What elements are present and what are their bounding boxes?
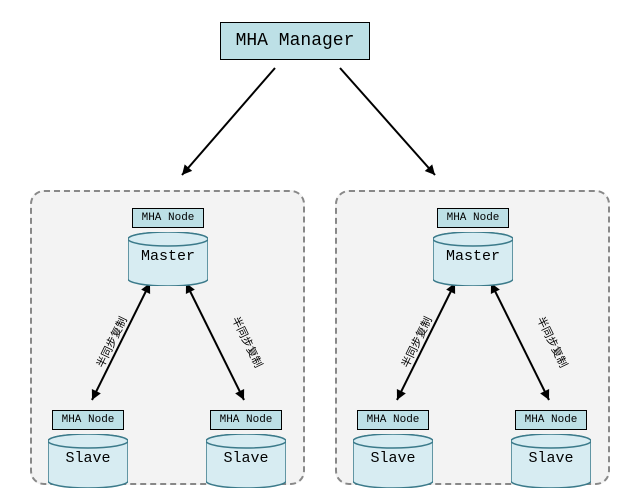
master-cylinder-label: Master bbox=[433, 248, 513, 265]
slave-cylinder: Slave bbox=[511, 434, 591, 481]
mha-node-badge: MHA Node bbox=[52, 410, 124, 430]
mha-node-badge: MHA Node bbox=[437, 208, 509, 228]
mha-manager-box: MHA Manager bbox=[220, 22, 370, 60]
slave-cylinder: Slave bbox=[48, 434, 128, 481]
master-cylinder: Master bbox=[433, 232, 513, 279]
mha-node-badge: MHA Node bbox=[132, 208, 204, 228]
slave-cylinder-label: Slave bbox=[48, 450, 128, 467]
slave-cylinder: Slave bbox=[206, 434, 286, 481]
slave-cylinder-label: Slave bbox=[206, 450, 286, 467]
mha-node-badge: MHA Node bbox=[357, 410, 429, 430]
mha-node-badge: MHA Node bbox=[515, 410, 587, 430]
slave-cylinder-label: Slave bbox=[511, 450, 591, 467]
slave-cylinder: Slave bbox=[353, 434, 433, 481]
slave-cylinder-label: Slave bbox=[353, 450, 433, 467]
master-cylinder-label: Master bbox=[128, 248, 208, 265]
master-cylinder: Master bbox=[128, 232, 208, 279]
mha-node-badge: MHA Node bbox=[210, 410, 282, 430]
